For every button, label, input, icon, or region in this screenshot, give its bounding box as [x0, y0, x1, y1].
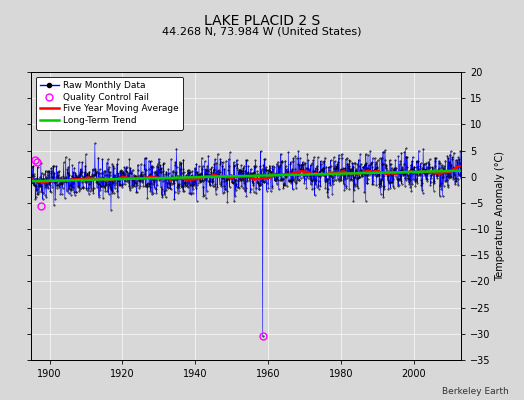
Text: 44.268 N, 73.984 W (United States): 44.268 N, 73.984 W (United States) [162, 26, 362, 36]
Text: Berkeley Earth: Berkeley Earth [442, 387, 508, 396]
Y-axis label: Temperature Anomaly (°C): Temperature Anomaly (°C) [495, 151, 505, 281]
Text: LAKE PLACID 2 S: LAKE PLACID 2 S [204, 14, 320, 28]
Legend: Raw Monthly Data, Quality Control Fail, Five Year Moving Average, Long-Term Tren: Raw Monthly Data, Quality Control Fail, … [36, 76, 183, 130]
